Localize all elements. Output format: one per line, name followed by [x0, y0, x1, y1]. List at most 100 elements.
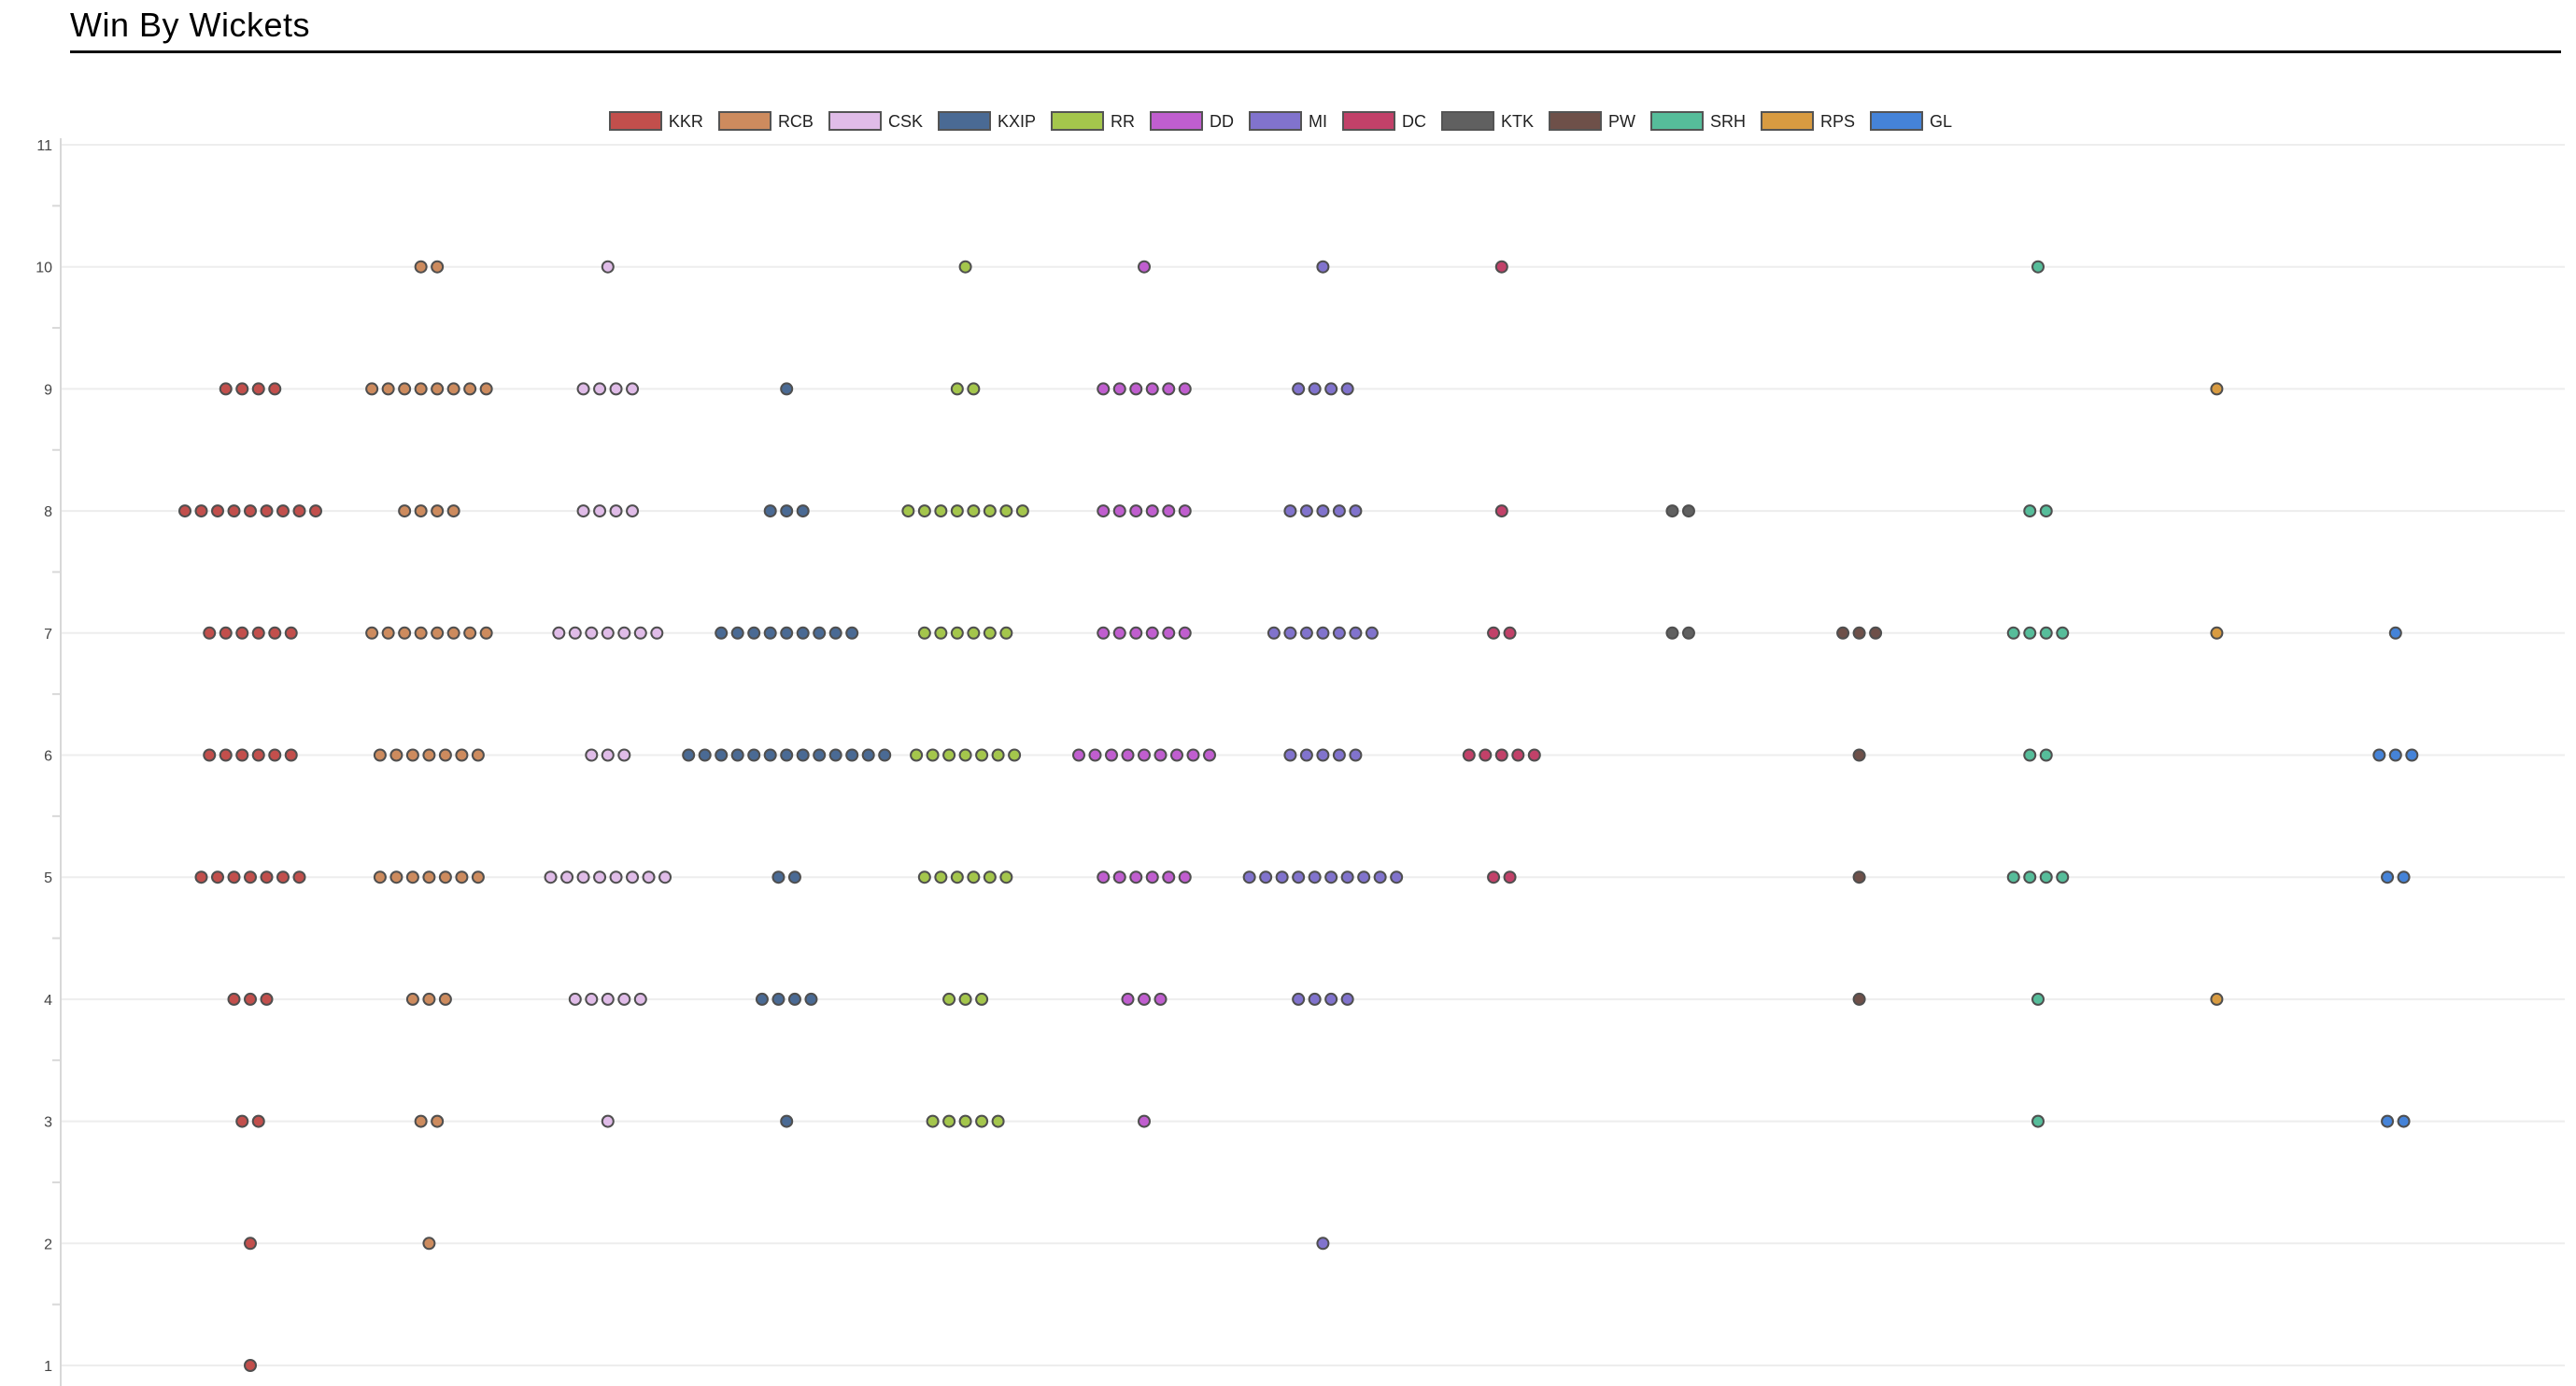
data-point: [2210, 992, 2224, 1006]
data-point: [1852, 870, 1866, 884]
data-point: [1267, 626, 1281, 640]
legend-label: GL: [1930, 111, 1953, 131]
data-point: [585, 992, 599, 1006]
data-point: [787, 992, 801, 1006]
legend-item-csk: CSK: [828, 111, 923, 131]
data-point: [796, 626, 810, 640]
legend-swatch-dd: [1150, 111, 1203, 131]
data-point: [617, 992, 631, 1006]
data-point: [203, 748, 217, 762]
data-point: [414, 626, 428, 640]
data-point: [1283, 626, 1297, 640]
data-point: [1462, 748, 1476, 762]
data-point: [1145, 626, 1159, 640]
data-point: [471, 748, 485, 762]
data-point: [845, 748, 859, 762]
data-point: [2210, 626, 2224, 640]
data-point: [414, 1114, 428, 1128]
data-point: [1332, 748, 1346, 762]
data-point: [1324, 992, 1338, 1006]
data-point: [813, 626, 827, 640]
data-point: [309, 504, 322, 518]
data-point: [950, 504, 964, 518]
data-point: [763, 504, 777, 518]
data-point: [2397, 1114, 2411, 1128]
data-point: [1340, 870, 1354, 884]
data-point: [999, 870, 1013, 884]
data-point: [268, 748, 282, 762]
data-point: [2039, 870, 2053, 884]
data-point: [1292, 382, 1306, 396]
data-point: [227, 870, 241, 884]
data-point: [1316, 748, 1330, 762]
data-point: [389, 748, 403, 762]
data-point: [2023, 504, 2037, 518]
data-point: [431, 504, 445, 518]
data-point: [983, 626, 997, 640]
data-point: [405, 992, 419, 1006]
data-point: [1487, 626, 1501, 640]
data-point: [934, 870, 948, 884]
data-point: [284, 748, 298, 762]
data-point: [1186, 748, 1200, 762]
data-point: [2031, 260, 2045, 274]
data-point: [1503, 870, 1517, 884]
legend-item-dc: DC: [1342, 111, 1426, 131]
data-point: [1129, 626, 1143, 640]
data-point: [211, 870, 224, 884]
data-point: [1145, 382, 1159, 396]
data-point: [389, 870, 403, 884]
data-point: [1170, 748, 1183, 762]
data-point: [942, 748, 956, 762]
data-point: [1299, 626, 1313, 640]
data-point: [227, 504, 241, 518]
data-point: [1008, 748, 1022, 762]
data-point: [381, 382, 395, 396]
data-point: [780, 1114, 794, 1128]
data-point: [593, 504, 607, 518]
data-point: [463, 382, 477, 396]
data-point: [2405, 748, 2419, 762]
data-point: [1487, 870, 1501, 884]
legend-swatch-rr: [1051, 111, 1104, 131]
data-point: [544, 870, 558, 884]
data-point: [967, 504, 981, 518]
data-point: [438, 870, 452, 884]
data-point: [2039, 748, 2053, 762]
data-point: [2210, 382, 2224, 396]
data-point: [601, 992, 615, 1006]
data-point: [2388, 748, 2402, 762]
data-point: [2023, 870, 2037, 884]
legend-item-gl: GL: [1870, 111, 1952, 131]
data-point: [1138, 992, 1151, 1006]
data-point: [730, 626, 744, 640]
data-point: [1145, 504, 1159, 518]
data-point: [796, 748, 810, 762]
y-axis-tick-label: 6: [44, 749, 52, 765]
legend-label: KTK: [1501, 111, 1535, 131]
data-point: [991, 1114, 1005, 1128]
data-point: [463, 626, 477, 640]
data-point: [926, 1114, 940, 1128]
data-point: [771, 992, 786, 1006]
data-point: [1178, 504, 1192, 518]
data-point: [1511, 748, 1525, 762]
data-point: [251, 626, 265, 640]
data-point: [414, 260, 428, 274]
data-point: [203, 626, 217, 640]
data-point: [284, 626, 298, 640]
data-point: [999, 626, 1013, 640]
data-point: [405, 748, 419, 762]
data-point: [626, 382, 640, 396]
data-point: [1154, 992, 1168, 1006]
data-point: [1178, 626, 1192, 640]
data-point: [1316, 260, 1330, 274]
legend-item-pw: PW: [1549, 111, 1635, 131]
data-point: [999, 504, 1013, 518]
data-point: [1097, 626, 1111, 640]
data-point: [1349, 504, 1363, 518]
data-point: [958, 748, 972, 762]
y-axis-tick-label: 10: [35, 261, 52, 276]
data-point: [260, 992, 274, 1006]
data-point: [260, 870, 274, 884]
